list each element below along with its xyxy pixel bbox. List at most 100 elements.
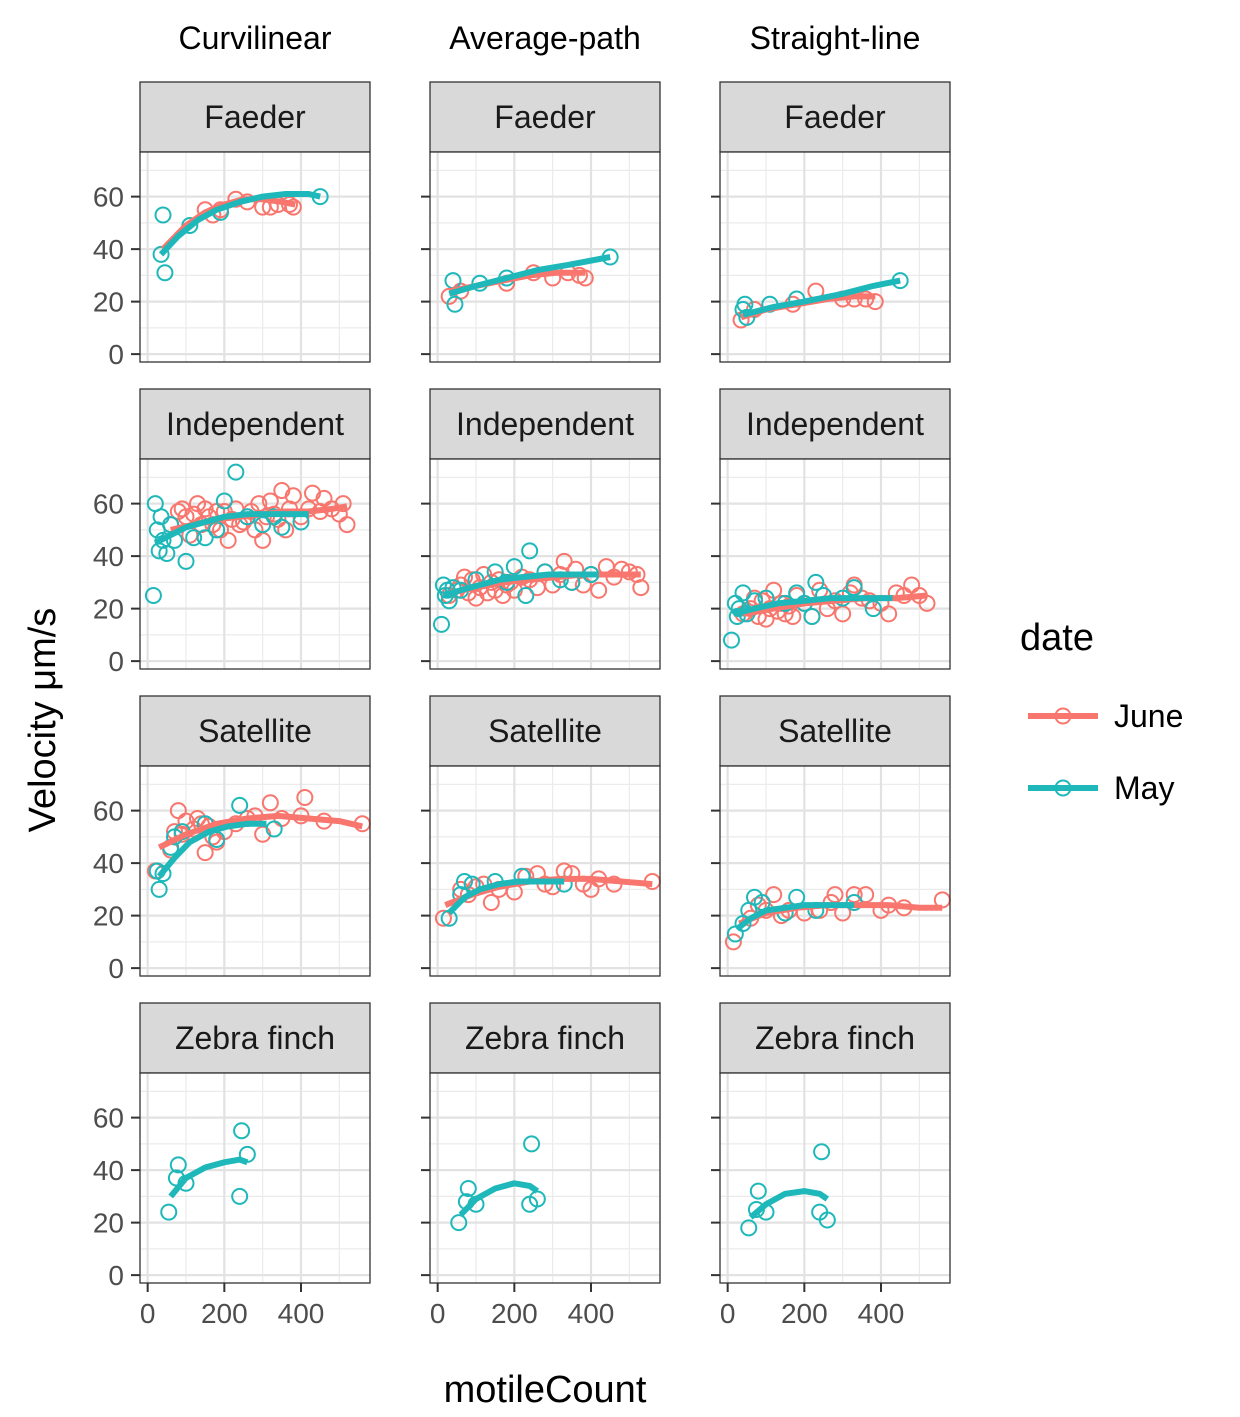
fit-line-may xyxy=(156,820,267,879)
strip-background xyxy=(139,1002,371,1074)
fit-line-may xyxy=(742,277,901,318)
legend-keys: June May xyxy=(1028,698,1183,806)
strip-label-faeder: Faeder xyxy=(204,99,306,135)
panel-border xyxy=(429,151,661,363)
strip-background xyxy=(719,695,951,767)
strip-label-satellite: Satellite xyxy=(198,713,312,749)
data-point-may xyxy=(818,1211,836,1229)
strip-label-satellite: Satellite xyxy=(778,713,892,749)
data-point-june xyxy=(338,516,356,534)
fit-line-may xyxy=(735,902,855,932)
data-point-may xyxy=(265,820,283,838)
data-point-may xyxy=(446,295,464,313)
data-point-may xyxy=(734,584,752,602)
strip-label-independent: Independent xyxy=(746,406,924,442)
panel-border xyxy=(719,765,951,977)
panel-zebra-finch-average-path: Zebra finch 0 200 400 xyxy=(421,1002,661,1329)
fit-line-may xyxy=(447,878,565,916)
data-point-may xyxy=(521,542,539,560)
data-point-may xyxy=(215,492,233,510)
x-tick-label: 400 xyxy=(568,1298,615,1329)
data-point-may xyxy=(254,516,272,534)
panel-zebra-finch-straight-line: Zebra finch 0 200 400 xyxy=(711,1002,951,1329)
fit-line-may xyxy=(442,571,599,599)
x-tick-label: 0 xyxy=(430,1298,446,1329)
legend: date June May xyxy=(1020,617,1183,806)
y-tick-label: 20 xyxy=(93,287,124,318)
panel-background xyxy=(140,152,370,362)
panel-background xyxy=(140,766,370,976)
y-tick-label: 0 xyxy=(108,339,124,370)
data-point-may xyxy=(227,463,245,481)
y-tick-label: 40 xyxy=(93,848,124,879)
gridlines xyxy=(720,766,950,976)
panel-zebra-finch-curvilinear: Zebra finch 0 20 40 60 0 200 400 xyxy=(93,1002,371,1329)
strip-background xyxy=(429,388,661,460)
gridlines xyxy=(140,766,370,976)
panel-background xyxy=(430,1073,660,1283)
x-axis-title: motileCount xyxy=(444,1369,647,1411)
panel-border xyxy=(719,458,951,670)
data-point-may xyxy=(185,529,203,547)
fit-line-may xyxy=(448,254,611,297)
data-point-may xyxy=(517,587,535,604)
data-point-june xyxy=(765,886,783,904)
data-point-may xyxy=(450,1214,468,1232)
gridlines xyxy=(430,1073,660,1283)
y-tick-label: 20 xyxy=(93,901,124,932)
data-point-may xyxy=(196,529,214,547)
x-tick-label: 0 xyxy=(720,1298,736,1329)
x-tick-label: 200 xyxy=(201,1298,248,1329)
data-point-may xyxy=(807,573,825,591)
data-point-may xyxy=(154,206,172,224)
data-point-june xyxy=(632,579,650,597)
panel-background xyxy=(430,152,660,362)
legend-key-may: May xyxy=(1028,770,1174,806)
panel-independent-curvilinear: Independent 0 20 40 60 xyxy=(93,388,371,677)
y-tick-label: 40 xyxy=(93,541,124,572)
panel-satellite-straight-line: Satellite xyxy=(711,695,951,977)
x-tick-label: 0 xyxy=(140,1298,156,1329)
fit-line-may xyxy=(732,595,893,617)
data-point-may xyxy=(505,558,523,576)
data-point-may xyxy=(459,1180,477,1197)
fit-line-may xyxy=(168,1156,249,1199)
legend-point-june xyxy=(1054,707,1072,725)
data-point-june xyxy=(196,500,214,518)
y-tick-label: 60 xyxy=(93,489,124,520)
y-tick-label: 0 xyxy=(108,646,124,677)
legend-point-may xyxy=(1054,779,1072,797)
strip-label-zebra-finch: Zebra finch xyxy=(465,1020,625,1056)
strip-background xyxy=(139,81,371,153)
data-point-june xyxy=(434,909,452,927)
data-point-may xyxy=(723,631,740,649)
fit-line-june xyxy=(157,812,363,851)
strip-background xyxy=(429,81,661,153)
data-point-june xyxy=(284,198,302,216)
x-tick-label: 200 xyxy=(781,1298,828,1329)
y-tick-label: 60 xyxy=(93,796,124,827)
data-point-june xyxy=(555,552,573,570)
panels: Faeder 0 20 40 60 Faeder Faeder Independent 0 20 4… xyxy=(93,81,951,1329)
strip-background xyxy=(719,388,951,460)
strip-background xyxy=(429,1002,661,1074)
panel-border xyxy=(139,458,371,670)
x-tick-label: 400 xyxy=(278,1298,325,1329)
data-point-may xyxy=(749,1182,767,1200)
data-point-may xyxy=(813,1143,831,1161)
panel-background xyxy=(140,459,370,669)
data-point-may xyxy=(156,264,174,282)
strip-label-faeder: Faeder xyxy=(494,99,596,135)
data-point-may xyxy=(528,1190,546,1208)
panel-border xyxy=(429,765,661,977)
panel-border xyxy=(719,1072,951,1284)
legend-title: date xyxy=(1020,617,1094,659)
data-point-may xyxy=(233,1122,251,1140)
column-title-curvilinear: Curvilinear xyxy=(179,20,332,56)
data-point-june xyxy=(219,531,237,549)
y-tick-label: 60 xyxy=(93,1103,124,1134)
strip-background xyxy=(139,695,371,767)
fit-line-may xyxy=(153,511,309,546)
panel-border xyxy=(429,1072,661,1284)
